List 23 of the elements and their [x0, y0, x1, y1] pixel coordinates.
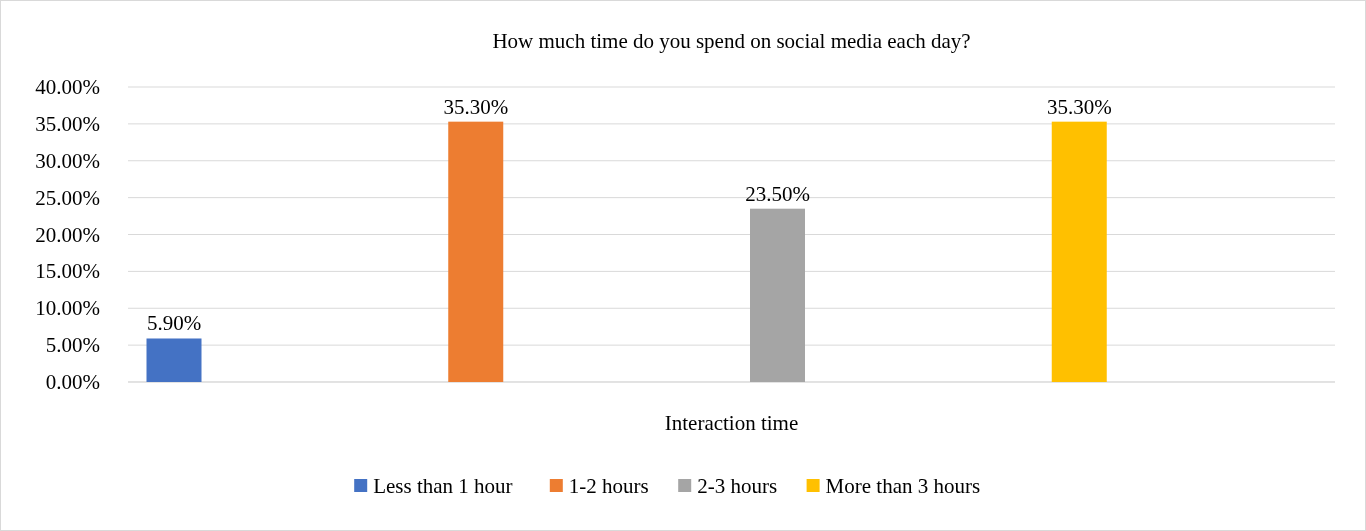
- y-tick-label: 25.00%: [35, 185, 100, 210]
- legend-label: Less than 1 hour: [373, 474, 513, 498]
- legend-label: 2-3 hours: [697, 474, 778, 498]
- y-tick-label: 40.00%: [35, 75, 100, 99]
- data-label: 35.30%: [1046, 94, 1112, 119]
- x-axis-title: Interaction time: [664, 411, 799, 435]
- y-tick-label: 35.00%: [35, 111, 100, 136]
- bar: [1051, 121, 1107, 382]
- y-tick-label: 5.00%: [45, 333, 100, 358]
- y-tick-label: 20.00%: [35, 222, 100, 247]
- bar: [146, 338, 202, 382]
- y-tick-label: 10.00%: [35, 296, 100, 321]
- y-tick-label: 0.00%: [45, 370, 100, 394]
- legend-label: More than 3 hours: [825, 474, 981, 498]
- bar: [448, 121, 504, 382]
- data-label: 23.50%: [745, 181, 810, 206]
- y-tick-label: 15.00%: [35, 259, 100, 284]
- data-label: 35.30%: [443, 94, 509, 119]
- legend-label: 1-2 hours: [568, 474, 649, 498]
- y-tick-label: 30.00%: [35, 148, 100, 173]
- bar: [750, 208, 805, 382]
- chart-title: How much time do you spend on social media each day?: [492, 29, 971, 53]
- data-label: 5.90%: [146, 311, 202, 336]
